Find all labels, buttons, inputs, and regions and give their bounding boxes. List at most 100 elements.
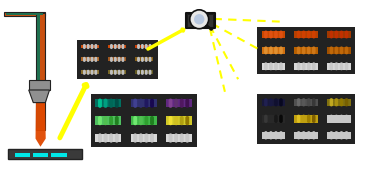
Circle shape bbox=[330, 31, 333, 34]
Circle shape bbox=[264, 33, 268, 37]
Circle shape bbox=[144, 139, 149, 143]
Circle shape bbox=[144, 120, 149, 123]
Circle shape bbox=[118, 71, 121, 73]
Circle shape bbox=[122, 59, 124, 62]
Bar bbox=[257, 26, 355, 74]
Circle shape bbox=[104, 100, 107, 104]
Circle shape bbox=[94, 71, 97, 73]
Circle shape bbox=[110, 71, 113, 73]
Circle shape bbox=[137, 72, 140, 75]
Circle shape bbox=[149, 44, 151, 47]
Circle shape bbox=[122, 70, 124, 72]
Circle shape bbox=[274, 103, 278, 106]
Circle shape bbox=[145, 58, 147, 61]
Circle shape bbox=[87, 71, 90, 73]
Circle shape bbox=[118, 46, 121, 49]
Circle shape bbox=[279, 136, 283, 140]
Circle shape bbox=[133, 120, 137, 123]
Circle shape bbox=[307, 119, 310, 123]
Circle shape bbox=[180, 104, 184, 108]
Circle shape bbox=[169, 118, 172, 122]
Circle shape bbox=[137, 58, 140, 60]
Circle shape bbox=[133, 133, 137, 137]
Circle shape bbox=[137, 71, 140, 74]
Circle shape bbox=[340, 134, 343, 138]
Circle shape bbox=[264, 32, 268, 35]
Circle shape bbox=[169, 133, 172, 137]
Circle shape bbox=[274, 62, 278, 66]
Circle shape bbox=[150, 116, 154, 120]
Circle shape bbox=[87, 58, 90, 61]
Circle shape bbox=[144, 116, 149, 120]
Circle shape bbox=[145, 57, 147, 60]
Circle shape bbox=[141, 44, 144, 47]
Bar bbox=[95, 99, 121, 107]
Circle shape bbox=[98, 137, 102, 141]
Circle shape bbox=[302, 118, 305, 121]
Circle shape bbox=[335, 46, 338, 50]
Circle shape bbox=[264, 62, 268, 66]
Circle shape bbox=[141, 70, 144, 72]
Circle shape bbox=[345, 103, 348, 106]
Circle shape bbox=[137, 46, 140, 49]
Circle shape bbox=[149, 71, 151, 74]
Circle shape bbox=[340, 31, 343, 34]
Circle shape bbox=[269, 116, 273, 120]
Circle shape bbox=[307, 32, 310, 35]
Circle shape bbox=[133, 116, 137, 120]
Circle shape bbox=[139, 102, 143, 106]
Circle shape bbox=[110, 71, 113, 74]
Circle shape bbox=[335, 115, 338, 118]
Circle shape bbox=[312, 49, 316, 53]
Circle shape bbox=[169, 100, 172, 104]
Circle shape bbox=[302, 48, 305, 51]
Circle shape bbox=[345, 115, 348, 118]
Circle shape bbox=[104, 116, 107, 120]
Circle shape bbox=[345, 134, 348, 138]
Circle shape bbox=[137, 45, 140, 48]
Circle shape bbox=[115, 99, 119, 102]
Circle shape bbox=[279, 64, 283, 67]
Circle shape bbox=[345, 98, 348, 102]
Circle shape bbox=[302, 64, 305, 67]
Circle shape bbox=[185, 118, 189, 122]
Circle shape bbox=[302, 51, 305, 54]
Circle shape bbox=[269, 64, 273, 67]
Circle shape bbox=[307, 65, 310, 69]
Circle shape bbox=[264, 64, 268, 67]
Bar bbox=[327, 115, 351, 123]
Circle shape bbox=[345, 46, 348, 50]
Circle shape bbox=[110, 72, 113, 75]
Circle shape bbox=[269, 133, 273, 136]
Circle shape bbox=[302, 116, 305, 120]
Circle shape bbox=[335, 100, 338, 103]
Circle shape bbox=[307, 103, 310, 106]
Circle shape bbox=[274, 98, 278, 102]
Circle shape bbox=[91, 58, 93, 60]
Circle shape bbox=[110, 46, 113, 48]
Bar bbox=[130, 116, 157, 125]
Circle shape bbox=[340, 46, 343, 50]
Circle shape bbox=[302, 133, 305, 136]
Circle shape bbox=[91, 70, 93, 72]
Circle shape bbox=[150, 99, 154, 102]
Circle shape bbox=[340, 62, 343, 66]
Circle shape bbox=[145, 71, 147, 73]
Circle shape bbox=[345, 133, 348, 136]
Circle shape bbox=[94, 58, 97, 60]
Circle shape bbox=[307, 136, 310, 140]
Circle shape bbox=[174, 139, 178, 143]
Bar bbox=[262, 132, 285, 139]
Circle shape bbox=[104, 137, 107, 141]
Circle shape bbox=[279, 62, 283, 66]
Circle shape bbox=[279, 31, 283, 34]
Circle shape bbox=[302, 119, 305, 123]
Circle shape bbox=[302, 136, 305, 140]
Circle shape bbox=[279, 46, 283, 50]
Circle shape bbox=[330, 98, 333, 102]
Circle shape bbox=[174, 121, 178, 125]
Circle shape bbox=[91, 46, 93, 48]
Circle shape bbox=[335, 51, 338, 54]
Circle shape bbox=[98, 102, 102, 106]
Circle shape bbox=[169, 120, 172, 123]
